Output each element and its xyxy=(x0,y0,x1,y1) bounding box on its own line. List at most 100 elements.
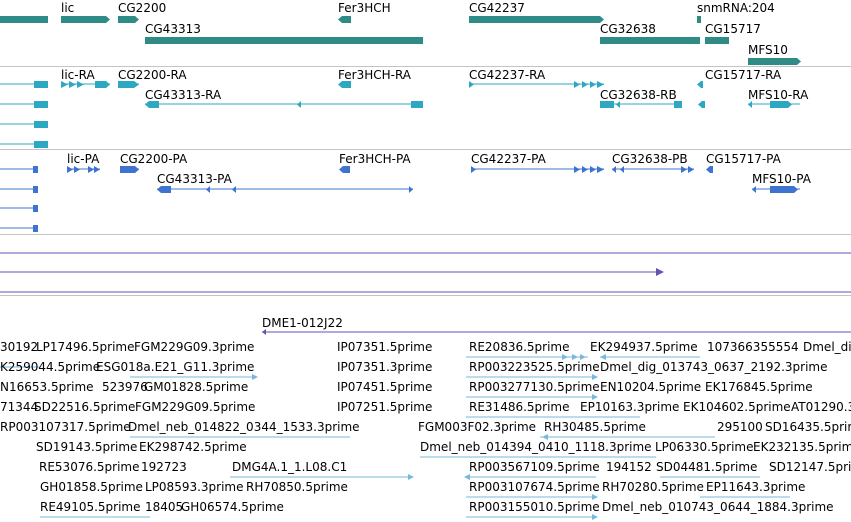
est-label[interactable]: EK298742.5prime xyxy=(139,440,247,454)
protein-glyph[interactable] xyxy=(94,166,100,173)
protein-glyph[interactable] xyxy=(574,166,580,173)
transcript-label[interactable]: CG15717-RA xyxy=(705,68,782,82)
est-label[interactable]: Dmel_neb_014822_0344_1533.3prime xyxy=(128,420,360,434)
est-label[interactable]: N16653.5prime xyxy=(0,380,94,394)
est-label[interactable]: EK232135.5prime xyxy=(753,440,851,454)
est-label[interactable]: 523976 xyxy=(102,380,148,394)
protein-glyph[interactable] xyxy=(590,166,596,173)
est-label[interactable]: EP11643.3prime xyxy=(706,480,806,494)
transcript-glyph[interactable] xyxy=(149,101,159,108)
protein-glyph[interactable] xyxy=(409,186,413,193)
est-label[interactable]: 18405 xyxy=(145,500,184,514)
transcript-glyph[interactable] xyxy=(702,101,705,108)
est-glyph[interactable] xyxy=(592,374,598,380)
est-label[interactable]: SD12147.5prime xyxy=(769,460,851,474)
est-label[interactable]: 107366355554 xyxy=(707,340,799,354)
est-label[interactable]: RE49105.5prime xyxy=(40,500,141,514)
est-label[interactable]: GH06574.5prime xyxy=(181,500,284,514)
protein-glyph[interactable] xyxy=(206,186,210,193)
est-glyph[interactable] xyxy=(252,374,258,380)
gene-glyph[interactable] xyxy=(600,37,700,44)
gene-label[interactable]: CG32638 xyxy=(600,22,656,36)
protein-glyph[interactable] xyxy=(161,186,171,193)
est-glyph[interactable] xyxy=(542,434,548,440)
est-label[interactable]: RP003223525.5prime xyxy=(469,360,600,374)
gene-glyph[interactable] xyxy=(705,37,729,44)
est-glyph[interactable] xyxy=(600,354,606,360)
gene-label[interactable]: CG42237 xyxy=(469,1,525,15)
est-label[interactable]: RP003107317.5prime xyxy=(0,420,131,434)
transcript-label[interactable]: CG32638-RB xyxy=(600,88,677,102)
gene-glyph[interactable] xyxy=(469,16,604,23)
est-label[interactable]: 194152 xyxy=(606,460,652,474)
protein-label[interactable]: Fer3HCH-PA xyxy=(339,152,411,166)
gene-label[interactable]: CG2200 xyxy=(118,1,167,15)
est-label[interactable]: LP06330.5prime xyxy=(655,440,754,454)
est-label[interactable]: RE20836.5prime xyxy=(469,340,570,354)
transcript-glyph[interactable] xyxy=(698,101,702,108)
est-label[interactable]: 71344 xyxy=(0,400,39,414)
est-label[interactable]: Dmel_dig xyxy=(803,340,851,354)
protein-glyph[interactable] xyxy=(343,166,350,173)
est-label[interactable]: IP07451.5prime xyxy=(337,380,433,394)
protein-glyph[interactable] xyxy=(710,166,713,173)
transcript-glyph[interactable] xyxy=(118,81,134,88)
clone-label[interactable]: DME1-012J22 xyxy=(262,316,343,330)
est-label[interactable]: RP003107674.5prime xyxy=(469,480,600,494)
gene-glyph[interactable] xyxy=(118,16,139,23)
transcript-glyph[interactable] xyxy=(770,101,788,108)
transcript-glyph[interactable] xyxy=(34,141,48,148)
transcript-glyph[interactable] xyxy=(697,81,701,88)
est-label[interactable]: RE53076.5prime xyxy=(39,460,140,474)
protein-label[interactable]: CG15717-PA xyxy=(706,152,781,166)
gene-glyph[interactable] xyxy=(0,16,48,23)
protein-glyph[interactable] xyxy=(582,166,588,173)
est-glyph[interactable] xyxy=(580,354,586,360)
transcript-glyph[interactable] xyxy=(297,101,301,108)
est-label[interactable]: RE31486.5prime xyxy=(469,400,570,414)
est-label[interactable]: IP07251.5prime xyxy=(337,400,433,414)
protein-glyph[interactable] xyxy=(612,166,616,173)
protein-glyph[interactable] xyxy=(67,166,73,173)
protein-glyph[interactable] xyxy=(794,186,798,193)
est-label[interactable]: LP17496.5prime xyxy=(36,340,135,354)
est-label[interactable]: IP07351.3prime xyxy=(337,360,433,374)
alignment-arrow[interactable] xyxy=(656,268,664,276)
protein-glyph[interactable] xyxy=(157,186,161,193)
est-label[interactable]: FGM229G09.3prime xyxy=(134,340,255,354)
est-label[interactable]: Dmel_dig_013743_0637_2192.3prime xyxy=(600,360,828,374)
est-glyph[interactable] xyxy=(592,514,598,520)
est-label[interactable]: 30192 xyxy=(0,340,39,354)
est-label[interactable]: EN10204.5prime xyxy=(600,380,702,394)
est-glyph[interactable] xyxy=(592,394,598,400)
transcript-glyph[interactable] xyxy=(106,81,110,88)
est-label[interactable]: Dmel_neb_014394_0410_1118.3prime xyxy=(420,440,652,454)
protein-glyph[interactable] xyxy=(88,166,94,173)
gene-label[interactable]: snmRNA:204 xyxy=(697,1,775,15)
est-glyph[interactable] xyxy=(572,354,578,360)
transcript-glyph[interactable] xyxy=(582,81,588,88)
transcript-glyph[interactable] xyxy=(34,121,48,128)
protein-glyph[interactable] xyxy=(706,166,710,173)
est-label[interactable]: IP07351.5prime xyxy=(337,340,433,354)
transcript-glyph[interactable] xyxy=(145,101,149,108)
protein-glyph[interactable] xyxy=(339,166,343,173)
transcript-glyph[interactable] xyxy=(616,101,620,108)
est-label[interactable]: DMG4A.1_1.L08.C1 xyxy=(232,460,348,474)
gene-glyph[interactable] xyxy=(61,16,110,23)
gene-label[interactable]: CG15717 xyxy=(705,22,761,36)
transcript-glyph[interactable] xyxy=(674,101,682,108)
protein-glyph[interactable] xyxy=(770,186,794,193)
protein-glyph[interactable] xyxy=(33,166,38,173)
transcript-label[interactable]: MFS10-RA xyxy=(748,88,809,102)
est-label[interactable]: SD04481.5prime xyxy=(656,460,758,474)
est-label[interactable]: GH01858.5prime xyxy=(40,480,143,494)
gene-label[interactable]: lic xyxy=(61,1,75,15)
protein-glyph[interactable] xyxy=(752,186,756,193)
est-label[interactable]: FGM229G09.5prime xyxy=(135,400,256,414)
protein-glyph[interactable] xyxy=(120,166,135,173)
gene-glyph[interactable] xyxy=(145,37,423,44)
protein-label[interactable]: CG42237-PA xyxy=(471,152,546,166)
est-label[interactable]: RH30485.5prime xyxy=(544,420,646,434)
gene-glyph[interactable] xyxy=(748,58,801,65)
